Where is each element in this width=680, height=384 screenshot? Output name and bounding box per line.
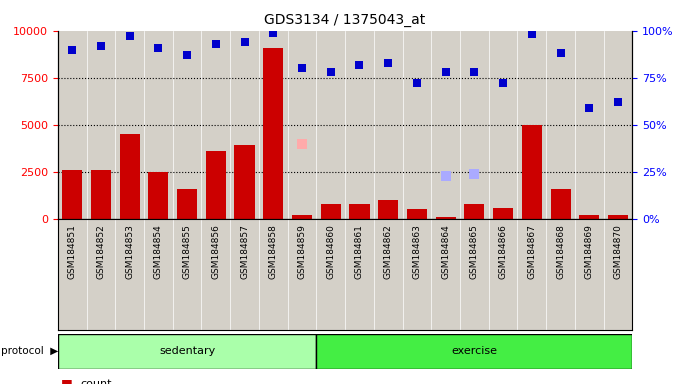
FancyBboxPatch shape (316, 334, 632, 369)
Bar (579, 215, 599, 219)
Bar (378, 200, 398, 219)
Bar (263, 48, 284, 219)
Text: GSM184856: GSM184856 (211, 224, 220, 279)
Text: GSM184859: GSM184859 (298, 224, 307, 279)
Bar (62, 170, 82, 219)
Text: GSM184851: GSM184851 (68, 224, 77, 279)
Bar (292, 215, 312, 219)
Bar (493, 208, 513, 219)
Bar (120, 134, 139, 219)
Text: GSM184870: GSM184870 (613, 224, 622, 279)
Title: GDS3134 / 1375043_at: GDS3134 / 1375043_at (265, 13, 426, 27)
Bar (206, 151, 226, 219)
Text: GSM184864: GSM184864 (441, 224, 450, 279)
Text: GSM184852: GSM184852 (97, 224, 105, 279)
Text: GSM184855: GSM184855 (183, 224, 192, 279)
Text: GSM184854: GSM184854 (154, 224, 163, 279)
Text: GSM184865: GSM184865 (470, 224, 479, 279)
Text: GSM184853: GSM184853 (125, 224, 134, 279)
FancyBboxPatch shape (58, 334, 316, 369)
Text: GSM184860: GSM184860 (326, 224, 335, 279)
Bar (321, 204, 341, 219)
Text: GSM184867: GSM184867 (528, 224, 537, 279)
Text: GSM184868: GSM184868 (556, 224, 565, 279)
Bar (235, 146, 254, 219)
Text: exercise: exercise (452, 346, 497, 356)
Bar (436, 217, 456, 219)
Bar (177, 189, 197, 219)
Bar (407, 210, 427, 219)
Text: GSM184869: GSM184869 (585, 224, 594, 279)
Text: GSM184857: GSM184857 (240, 224, 249, 279)
Bar (551, 189, 571, 219)
Text: GSM184861: GSM184861 (355, 224, 364, 279)
Bar (522, 125, 542, 219)
Bar (608, 215, 628, 219)
Text: sedentary: sedentary (159, 346, 215, 356)
Text: GSM184863: GSM184863 (413, 224, 422, 279)
Bar (350, 204, 369, 219)
Text: GSM184866: GSM184866 (498, 224, 507, 279)
Bar (148, 172, 169, 219)
Text: GSM184858: GSM184858 (269, 224, 277, 279)
Text: protocol  ▶: protocol ▶ (1, 346, 58, 356)
Text: ■: ■ (61, 377, 73, 384)
Text: count: count (80, 379, 112, 384)
Bar (464, 204, 484, 219)
Text: GSM184862: GSM184862 (384, 224, 392, 279)
Bar (91, 170, 111, 219)
